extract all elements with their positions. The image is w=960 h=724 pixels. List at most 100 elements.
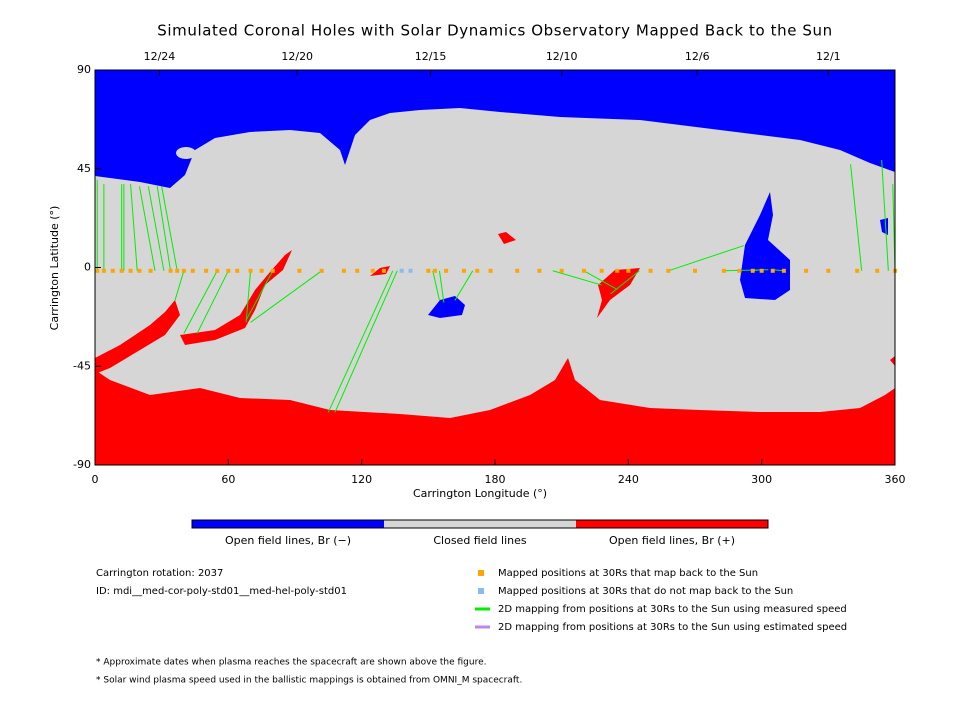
mapped-point — [721, 268, 726, 273]
mapped-point — [190, 268, 195, 273]
mapping-layer — [95, 159, 897, 413]
mapping-line — [250, 270, 322, 323]
mapped-point — [399, 268, 404, 273]
colorbar-label: Open field lines, Br (−) — [225, 534, 351, 547]
y-tick-label: 45 — [77, 162, 91, 175]
x2-tick-label: 12/10 — [546, 50, 578, 63]
mapped-point — [750, 268, 755, 273]
mapped-point — [175, 268, 180, 273]
open-negative-region — [95, 70, 895, 188]
open-positive-region — [180, 250, 292, 345]
x-axis-label: Carrington Longitude (°) — [413, 487, 547, 500]
x-tick-label: 240 — [618, 473, 639, 486]
x-tick-label: 0 — [92, 473, 99, 486]
mapping-line — [147, 186, 165, 271]
open-positive-region — [95, 300, 180, 374]
mapped-point — [168, 268, 173, 273]
mapping-line — [668, 245, 745, 272]
legend-marker — [478, 570, 484, 576]
mapped-point — [804, 268, 809, 273]
mapped-point — [148, 268, 153, 273]
open-positive-region — [95, 358, 895, 465]
colorbar-segment — [192, 520, 384, 528]
mapped-point — [444, 268, 449, 273]
mapping-line — [327, 270, 394, 413]
mapped-point — [110, 268, 115, 273]
mapping-line — [161, 186, 178, 271]
mapped-point — [204, 268, 209, 273]
footnote: * Solar wind plasma speed used in the ba… — [96, 676, 522, 686]
open-positive-region — [370, 266, 390, 276]
colorbar-frame — [191, 519, 769, 529]
mapped-point — [426, 268, 431, 273]
x2-tick-label: 12/15 — [415, 50, 447, 63]
y-tick-label: -45 — [73, 359, 91, 372]
mapped-point — [475, 268, 480, 273]
mapped-point — [381, 268, 386, 273]
mapped-point — [666, 268, 671, 273]
mapped-point — [461, 268, 466, 273]
mapping-line — [334, 270, 398, 413]
legend-label: Mapped positions at 30Rs that do not map… — [498, 586, 793, 597]
mapped-point — [433, 268, 437, 273]
mapping-line — [245, 270, 252, 323]
mapped-point — [297, 268, 302, 273]
mapped-point — [319, 268, 324, 273]
mapped-point — [626, 268, 631, 273]
mapped-point — [95, 268, 100, 273]
legend-marker — [478, 588, 484, 594]
mapped-point — [259, 268, 264, 273]
mapped-point — [137, 268, 142, 273]
mapped-point — [226, 268, 231, 273]
mapping-line — [438, 270, 445, 303]
x-tick-label: 360 — [885, 473, 906, 486]
chart-title: Simulated Coronal Holes with Solar Dynam… — [157, 22, 833, 40]
y-axis-label: Carrington Latitude (°) — [48, 206, 61, 331]
x-tick-label: 120 — [351, 473, 372, 486]
open-negative-region — [428, 296, 465, 318]
x-tick-label: 180 — [485, 473, 506, 486]
mapped-point — [648, 268, 653, 273]
mapped-point — [408, 268, 413, 273]
mapping-line — [174, 270, 185, 301]
y-tick-label: -90 — [73, 458, 91, 471]
mapping-line — [156, 186, 172, 271]
x2-tick-label: 12/6 — [685, 50, 710, 63]
mapped-point — [875, 268, 880, 273]
mapped-point — [781, 268, 786, 273]
mapped-point — [737, 268, 742, 273]
mapped-point — [615, 268, 620, 273]
mapped-point — [770, 268, 775, 273]
legend-label: 2D mapping from positions at 30Rs to the… — [498, 622, 847, 633]
mapped-point — [341, 268, 346, 273]
mapped-point — [515, 268, 520, 273]
info-text: ID: mdi__med-cor-poly-std01__med-hel-pol… — [96, 586, 347, 597]
mapping-line — [138, 186, 156, 271]
mapping-line — [552, 270, 602, 286]
x2-tick-label: 12/24 — [144, 50, 176, 63]
mapped-point — [581, 268, 586, 273]
map-regions — [95, 70, 895, 465]
mapped-point — [370, 268, 375, 273]
mapped-point — [235, 268, 240, 273]
colorbar-segment — [384, 520, 576, 528]
mapping-line — [881, 159, 889, 271]
mapping-line — [245, 270, 274, 321]
mapped-point — [248, 268, 253, 273]
x2-tick-label: 12/1 — [816, 50, 841, 63]
info-text: Carrington rotation: 2037 — [96, 568, 223, 579]
mapping-line — [454, 270, 474, 301]
colorbar-label: Closed field lines — [433, 534, 527, 547]
colorbar-segment — [576, 520, 768, 528]
mapping-line — [130, 184, 138, 271]
legend-label: 2D mapping from positions at 30Rs to the… — [498, 604, 847, 615]
mapping-line — [610, 270, 640, 295]
mapped-point — [488, 268, 493, 273]
colorbar-label: Open field lines, Br (+) — [609, 534, 735, 547]
mapped-point — [355, 268, 360, 273]
open-positive-region — [498, 232, 516, 244]
mapping-line — [196, 270, 229, 334]
mapped-point — [759, 268, 764, 273]
mapped-point — [101, 268, 106, 273]
